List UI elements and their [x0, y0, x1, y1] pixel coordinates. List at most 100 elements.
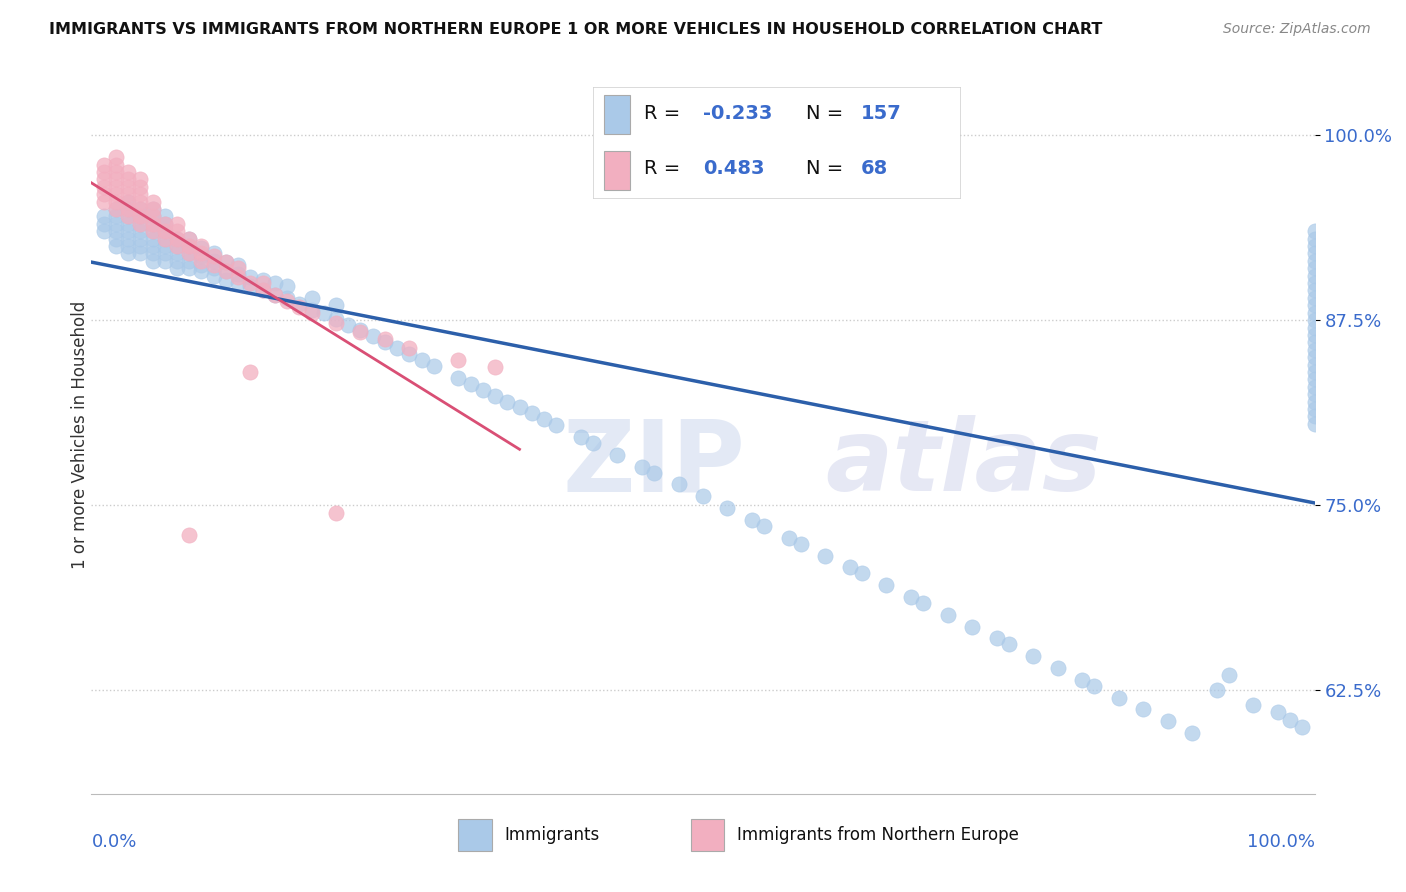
- Point: [190, 249, 212, 263]
- Point: [1303, 394, 1326, 409]
- Point: [153, 239, 176, 253]
- Point: [484, 389, 506, 403]
- Point: [349, 323, 371, 337]
- Point: [104, 187, 127, 202]
- Point: [179, 239, 201, 253]
- Point: [215, 264, 238, 278]
- Point: [264, 288, 287, 302]
- Point: [1022, 649, 1045, 664]
- Point: [141, 202, 163, 216]
- Point: [190, 258, 212, 272]
- Point: [129, 217, 152, 231]
- Point: [93, 217, 115, 231]
- Point: [93, 165, 115, 179]
- Point: [361, 329, 384, 343]
- Point: [252, 284, 274, 298]
- Point: [141, 194, 163, 209]
- Point: [104, 239, 127, 253]
- Point: [900, 590, 922, 604]
- Point: [129, 224, 152, 238]
- Point: [104, 158, 127, 172]
- Point: [1071, 673, 1094, 687]
- Point: [423, 359, 446, 373]
- Point: [179, 246, 201, 260]
- Point: [202, 258, 225, 272]
- Point: [179, 246, 201, 260]
- Point: [153, 210, 176, 224]
- Point: [93, 179, 115, 194]
- Point: [153, 246, 176, 260]
- Point: [447, 353, 470, 368]
- Point: [936, 607, 959, 622]
- Point: [1303, 232, 1326, 246]
- Point: [582, 436, 605, 450]
- Text: 100.0%: 100.0%: [1247, 833, 1315, 851]
- Point: [129, 210, 152, 224]
- Point: [153, 217, 176, 231]
- Point: [215, 264, 238, 278]
- Point: [692, 489, 714, 503]
- Point: [117, 165, 139, 179]
- Point: [129, 232, 152, 246]
- Y-axis label: 1 or more Vehicles in Household: 1 or more Vehicles in Household: [72, 301, 89, 569]
- Point: [325, 311, 347, 326]
- Point: [226, 267, 249, 281]
- Point: [1267, 706, 1289, 720]
- Point: [104, 165, 127, 179]
- Point: [202, 253, 225, 268]
- Point: [190, 241, 212, 255]
- Point: [141, 224, 163, 238]
- Point: [166, 232, 188, 246]
- Point: [239, 279, 262, 293]
- Point: [252, 273, 274, 287]
- Point: [1243, 698, 1265, 712]
- Point: [166, 253, 188, 268]
- Point: [117, 202, 139, 216]
- Point: [264, 276, 287, 290]
- Point: [851, 566, 873, 581]
- Point: [141, 253, 163, 268]
- Point: [129, 202, 152, 216]
- Point: [153, 224, 176, 238]
- Point: [93, 158, 115, 172]
- Point: [153, 232, 176, 246]
- Point: [129, 217, 152, 231]
- Point: [741, 513, 763, 527]
- Point: [141, 217, 163, 231]
- Point: [276, 293, 298, 308]
- Point: [301, 302, 323, 317]
- Point: [790, 536, 813, 550]
- Point: [778, 531, 800, 545]
- Point: [754, 519, 776, 533]
- Point: [166, 261, 188, 276]
- Point: [117, 187, 139, 202]
- Point: [129, 210, 152, 224]
- Point: [349, 325, 371, 339]
- Point: [1303, 284, 1326, 298]
- Point: [301, 291, 323, 305]
- Point: [276, 279, 298, 293]
- Point: [141, 210, 163, 224]
- Point: [1181, 726, 1204, 740]
- Point: [1303, 261, 1326, 276]
- Point: [1303, 350, 1326, 364]
- Text: atlas: atlas: [825, 415, 1102, 512]
- Point: [129, 194, 152, 209]
- Point: [117, 239, 139, 253]
- Point: [166, 239, 188, 253]
- Point: [166, 232, 188, 246]
- Point: [814, 549, 837, 563]
- Point: [385, 341, 409, 355]
- Point: [129, 187, 152, 202]
- Point: [484, 360, 506, 375]
- Point: [1303, 306, 1326, 320]
- Point: [117, 210, 139, 224]
- Point: [190, 239, 212, 253]
- Point: [190, 253, 212, 268]
- Point: [117, 194, 139, 209]
- Point: [226, 258, 249, 272]
- Point: [226, 276, 249, 290]
- Point: [202, 268, 225, 283]
- Point: [153, 224, 176, 238]
- Point: [104, 194, 127, 209]
